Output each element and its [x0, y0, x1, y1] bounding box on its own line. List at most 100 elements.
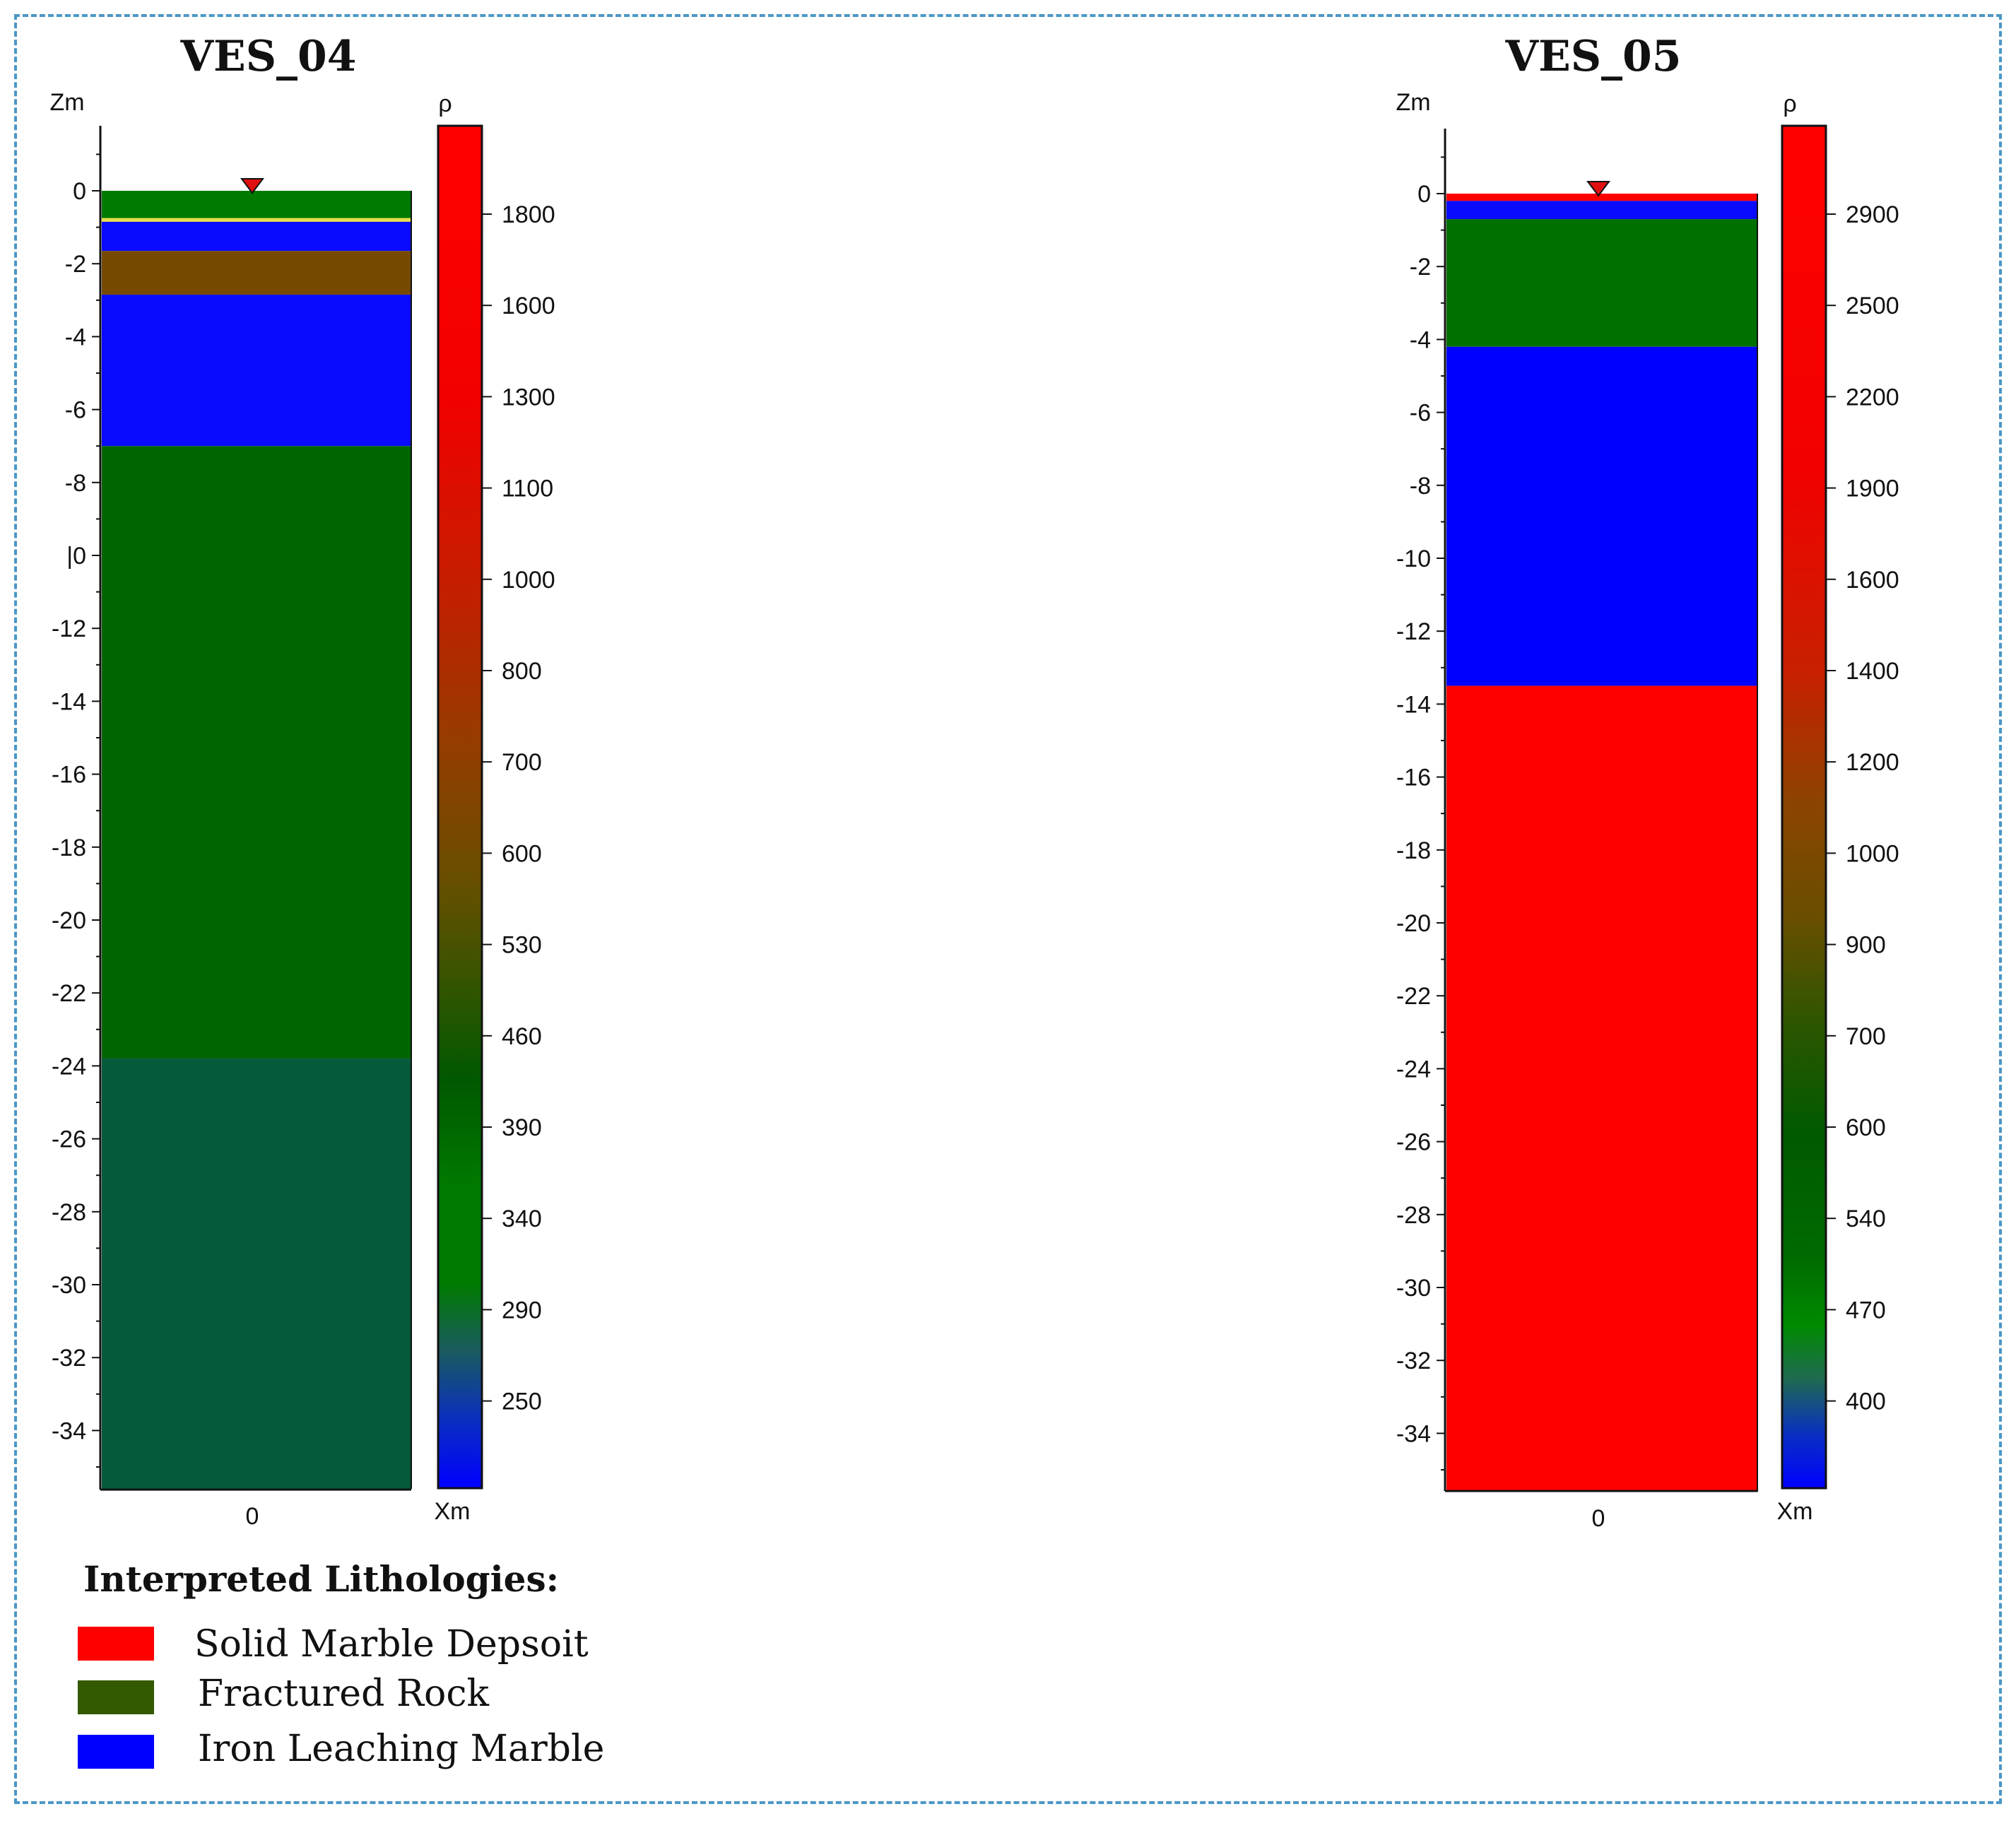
- depth-tick-label: -2: [65, 251, 86, 278]
- depth-tick-label: -8: [1410, 473, 1431, 500]
- depth-tick-label: -12: [52, 615, 86, 642]
- depth-tick-label: -16: [1396, 765, 1431, 791]
- colorbar-tick-label: 1000: [1846, 840, 1899, 867]
- colorbar-tick-label: 900: [1846, 932, 1886, 959]
- ves04-layer-stack: [102, 191, 412, 1489]
- colorbar-tick-label: 1400: [1846, 658, 1899, 685]
- colorbar-tick-label: 470: [1846, 1297, 1886, 1324]
- ves04-rho-label: ρ: [438, 90, 452, 117]
- depth-tick-label: -30: [1396, 1275, 1431, 1302]
- depth-tick-label: -18: [52, 835, 86, 861]
- figure-frame: [14, 14, 2002, 1804]
- depth-tick-label: -28: [1396, 1202, 1431, 1229]
- ves04-colorbar-ticks: 1800 1600 1300 1100 1000 800 700 600 530 460 390 34…: [482, 201, 555, 1415]
- layer-2: [102, 221, 411, 252]
- ves05-station-marker-icon: [1586, 181, 1610, 197]
- layer-5: [102, 446, 411, 1059]
- depth-tick-label: -16: [52, 762, 86, 789]
- colorbar-tick-label: 460: [502, 1023, 542, 1050]
- legend-swatch-solid-marble: [78, 1627, 154, 1661]
- depth-tick-label: -32: [52, 1345, 86, 1372]
- colorbar-tick-label: 1900: [1846, 476, 1899, 502]
- colorbar-tick-label: 700: [1846, 1023, 1886, 1050]
- colorbar-tick-label: 2900: [1846, 201, 1899, 228]
- colorbar-tick-label: 1200: [1846, 749, 1899, 776]
- ves05-depth-ticks: 0 -2 -4 -6 -8 -10 -12 -14 -16 -18 -20 -22 -24 -26 -28 -…: [1396, 156, 1445, 1471]
- colorbar-tick-label: 290: [502, 1297, 542, 1324]
- depth-tick-label: -18: [1396, 837, 1431, 864]
- layer-6: [102, 1059, 411, 1489]
- layer-0: [1446, 194, 1757, 201]
- colorbar-tick-label: 400: [1846, 1389, 1886, 1415]
- ves05-resistivity-colorbar: [1781, 124, 1827, 1490]
- ves04-station-marker-icon: [240, 178, 264, 194]
- ves05-title: VES_05: [1504, 32, 1681, 81]
- colorbar-tick-label: 390: [502, 1114, 542, 1141]
- ves05-x-tick: 0: [1592, 1505, 1605, 1532]
- depth-tick-label: -20: [1396, 910, 1431, 937]
- colorbar-tick-label: 700: [502, 749, 542, 776]
- depth-tick-label: |0: [66, 543, 86, 570]
- legend-title: Interpreted Lithologies:: [83, 1558, 559, 1600]
- layer-1: [1446, 201, 1757, 220]
- depth-tick-label: -6: [65, 397, 86, 424]
- legend-label-fractured-rock: Fractured Rock: [198, 1673, 489, 1715]
- ves04-depth-ticks: 0 -2 -4 -6 -8 |0 -12 -14 -16 -18 -20 -22 -24 -26 -28 -3…: [52, 153, 100, 1468]
- colorbar-tick-label: 1800: [502, 201, 555, 228]
- depth-tick-label: -28: [52, 1199, 86, 1226]
- depth-tick-label: -24: [1396, 1056, 1431, 1083]
- colorbar-tick-label: 1600: [1846, 567, 1899, 594]
- layer-0: [102, 191, 411, 218]
- ves04-title: VES_04: [179, 32, 356, 81]
- depth-tick-label: -14: [1396, 691, 1431, 718]
- ves04-x-axis-label: Xm: [435, 1498, 471, 1525]
- depth-tick-label: 0: [1417, 181, 1431, 208]
- legend-swatch-fractured-rock: [78, 1680, 154, 1714]
- depth-tick-label: -2: [1410, 254, 1431, 281]
- colorbar-tick-label: 1300: [502, 384, 555, 411]
- colorbar-tick-label: 2200: [1846, 384, 1899, 411]
- ves05-rho-label: ρ: [1783, 90, 1796, 117]
- ves05-layer-stack: [1446, 194, 1758, 1492]
- colorbar-tick-label: 540: [1846, 1206, 1886, 1232]
- depth-tick-label: -34: [1396, 1420, 1431, 1447]
- depth-tick-label: -4: [65, 324, 86, 350]
- legend-swatch-iron-leaching: [78, 1735, 154, 1769]
- colorbar-tick-label: 340: [502, 1206, 542, 1232]
- layer-2: [1446, 219, 1757, 347]
- colorbar-tick-label: 1000: [502, 567, 555, 594]
- colorbar-tick-label: 2500: [1846, 293, 1899, 319]
- depth-tick-label: -12: [1396, 618, 1431, 645]
- depth-tick-label: -14: [52, 688, 86, 715]
- ves05-z-axis-label: Zm: [1396, 89, 1430, 116]
- layer-3: [1446, 346, 1757, 686]
- colorbar-tick-label: 530: [502, 932, 542, 959]
- depth-tick-label: -26: [52, 1126, 86, 1153]
- depth-tick-label: 0: [73, 178, 86, 205]
- layer-4: [102, 295, 411, 447]
- depth-tick-label: -24: [52, 1053, 86, 1080]
- ves04-panel: VES_04 Zm ρ 0 -2 -4 -6 -8 |0 -12 -14 -16 -18 -20 -2…: [49, 32, 555, 1530]
- ves05-x-axis-label: Xm: [1777, 1498, 1813, 1525]
- depth-tick-label: -6: [1410, 400, 1431, 427]
- ves05-colorbar-ticks: 2900 2500 2200 1900 1600 1400 1200 1000 900 700 60…: [1826, 201, 1899, 1415]
- colorbar-tick-label: 800: [502, 658, 542, 685]
- lithology-legend: Interpreted Lithologies: Solid Marble De…: [78, 1558, 604, 1770]
- depth-tick-label: -32: [1396, 1348, 1431, 1374]
- layer-4: [1446, 685, 1757, 1492]
- depth-tick-label: -26: [1396, 1129, 1431, 1156]
- ves04-x-tick: 0: [246, 1503, 259, 1530]
- colorbar-tick-label: 250: [502, 1389, 542, 1415]
- depth-tick-label: -22: [52, 980, 86, 1007]
- legend-label-iron-leaching: Iron Leaching Marble: [198, 1728, 604, 1770]
- depth-tick-label: -34: [52, 1418, 86, 1444]
- layer-1: [102, 218, 411, 222]
- depth-tick-label: -30: [52, 1272, 86, 1299]
- depth-tick-label: -8: [65, 470, 86, 497]
- depth-tick-label: -10: [1396, 546, 1431, 572]
- legend-label-solid-marble: Solid Marble Depsoit: [194, 1623, 589, 1666]
- layer-3: [102, 251, 411, 295]
- depth-tick-label: -20: [52, 907, 86, 934]
- ves04-resistivity-colorbar: [437, 124, 483, 1490]
